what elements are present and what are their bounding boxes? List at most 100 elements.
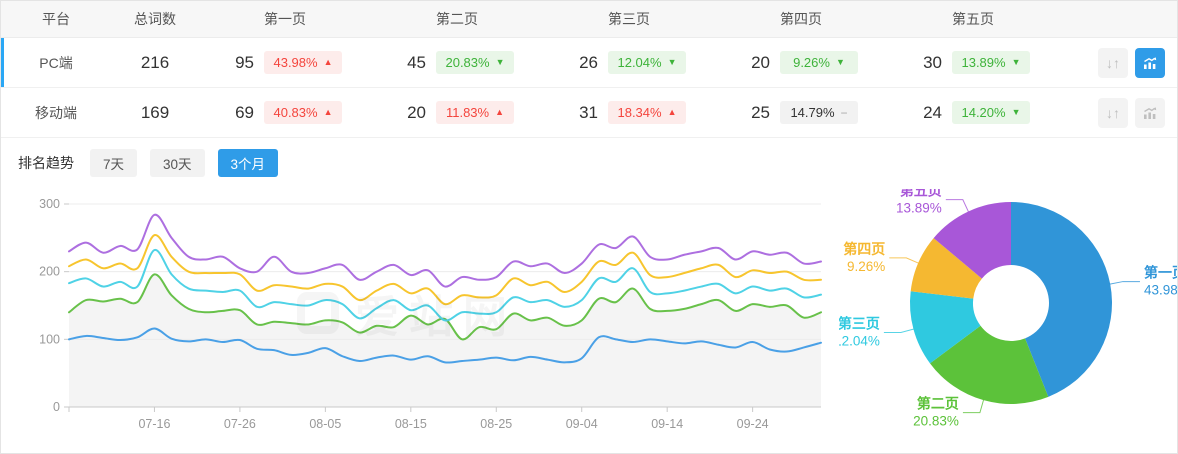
line-series-0[interactable]: [68, 327, 822, 364]
y-tick-label: 200: [39, 265, 60, 279]
page-share-donut-chart[interactable]: 第一页 43.98% 第二页 20.83% 第三页 12.04% 第四页 9.26% 第五页 13…: [839, 189, 1178, 454]
x-tick-label: 08-05: [309, 417, 341, 431]
sort-arrows-icon: ↓↑: [1106, 104, 1120, 121]
change-badge: 43.98% ▲: [264, 51, 342, 74]
page2-cell: 45 20.83% ▼: [371, 51, 543, 74]
page1-cell: 95 43.98% ▲: [199, 51, 371, 74]
range-button-7d[interactable]: 7天: [90, 149, 138, 177]
page-count: 95: [235, 52, 254, 72]
row-actions: ↓↑: [1059, 47, 1177, 78]
total-words-value: 216: [140, 52, 170, 72]
donut-label-name-1: 第二页: [917, 396, 959, 412]
range-button-3m[interactable]: 3个月: [217, 149, 279, 177]
donut-label-name-3: 第四页: [843, 241, 885, 257]
donut-label-pct-2: 12.04%: [839, 334, 880, 349]
page5-cell: 24 14.20% ▼: [887, 101, 1059, 124]
x-tick-label: 07-26: [224, 417, 256, 431]
donut-slice-0[interactable]: [1011, 202, 1112, 397]
col-header-page4: 第四页: [780, 11, 822, 27]
donut-label-pct-3: 9.26%: [847, 259, 885, 274]
label-leader-line: [889, 257, 920, 264]
page4-cell: 20 9.26% ▼: [715, 51, 887, 74]
trend-chart-icon: [1144, 56, 1157, 69]
y-tick-label: 300: [39, 197, 60, 211]
trend-chart-button[interactable]: [1135, 47, 1165, 78]
page3-cell: 26 12.04% ▼: [543, 51, 715, 74]
rank-trend-line-chart[interactable]: 0 100 200 300 07-16 07-26 08-05 08-15 08-25 09-04…: [27, 193, 833, 454]
platform-label: 移动端: [35, 104, 77, 121]
sort-button[interactable]: ↓↑: [1098, 47, 1128, 78]
label-leader-line: [945, 199, 970, 213]
page5-cell: 30 13.89% ▼: [887, 51, 1059, 74]
trend-chart-icon: [1144, 106, 1157, 119]
change-arrow-icon: −: [840, 105, 848, 120]
donut-slice-1[interactable]: [930, 325, 1049, 404]
label-leader-line: [1109, 281, 1140, 285]
change-arrow-icon: ▼: [1011, 57, 1021, 67]
change-arrow-icon: ▲: [323, 57, 333, 67]
trend-title: 排名趋势: [18, 155, 74, 171]
trend-toolbar: 排名趋势 7天 30天 3个月: [1, 138, 1177, 188]
sort-arrows-icon: ↓↑: [1106, 54, 1120, 71]
line-series-2[interactable]: [68, 249, 822, 322]
change-badge: 18.34% ▲: [608, 101, 686, 124]
change-badge: 14.79% −: [780, 101, 858, 124]
change-arrow-icon: ▼: [1011, 107, 1021, 117]
label-leader-line: [962, 399, 985, 414]
page-count: 30: [923, 52, 942, 72]
series-area-fill: [69, 274, 821, 407]
page-count: 24: [923, 102, 942, 122]
change-badge: 12.04% ▼: [608, 51, 686, 74]
y-tick-label: 100: [39, 332, 60, 346]
donut-slice-4[interactable]: [933, 202, 1011, 279]
x-tick-label: 07-16: [138, 417, 170, 431]
change-arrow-icon: ▼: [495, 57, 505, 67]
label-leader-line: [883, 328, 915, 334]
sort-button[interactable]: ↓↑: [1098, 97, 1128, 128]
donut-label-pct-4: 13.89%: [896, 201, 942, 216]
col-header-total-words: 总词数: [134, 11, 176, 27]
page1-cell: 69 40.83% ▲: [199, 101, 371, 124]
page2-cell: 20 11.83% ▲: [371, 101, 543, 124]
change-badge: 14.20% ▼: [952, 101, 1030, 124]
change-badge: 40.83% ▲: [264, 101, 342, 124]
col-header-page5: 第五页: [952, 11, 994, 27]
page-count: 20: [407, 102, 426, 122]
change-badge: 13.89% ▼: [952, 51, 1030, 74]
change-arrow-icon: ▲: [667, 107, 677, 117]
change-arrow-icon: ▲: [323, 107, 333, 117]
y-tick-label: 0: [53, 400, 60, 414]
page4-cell: 25 14.79% −: [715, 101, 887, 124]
page-count: 69: [235, 102, 254, 122]
donut-label-name-0: 第一页: [1144, 265, 1178, 281]
col-header-page2: 第二页: [436, 11, 478, 27]
col-header-platform: 平台: [42, 11, 70, 27]
change-badge: 11.83% ▲: [436, 101, 514, 124]
line-series-3[interactable]: [68, 234, 822, 306]
col-header-page3: 第三页: [608, 11, 650, 27]
x-tick-label: 09-14: [651, 417, 683, 431]
donut-label-name-2: 第三页: [839, 316, 880, 332]
table-row-pc[interactable]: PC端 216 95 43.98% ▲ 45 20.83% ▼ 26 12.04% ▼…: [1, 38, 1177, 88]
page-count: 45: [407, 52, 426, 72]
donut-slice-2[interactable]: [910, 291, 981, 364]
x-tick-label: 08-15: [395, 417, 427, 431]
x-tick-label: 09-04: [566, 417, 598, 431]
total-words-value: 169: [140, 102, 170, 122]
donut-slice-3[interactable]: [910, 238, 982, 299]
page-count: 25: [751, 102, 770, 122]
page-count: 26: [579, 52, 598, 72]
charts-area: 0 100 200 300 07-16 07-26 08-05 08-15 08-25 09-04…: [1, 189, 1177, 453]
x-tick-label: 09-24: [737, 417, 769, 431]
table-row-mobile[interactable]: 移动端 169 69 40.83% ▲ 20 11.83% ▲ 31 18.34% ▲…: [1, 88, 1177, 138]
platform-label: PC端: [39, 54, 73, 71]
col-header-page1: 第一页: [264, 11, 306, 27]
page-count: 31: [579, 102, 598, 122]
trend-chart-button[interactable]: [1135, 97, 1165, 128]
row-actions: ↓↑: [1059, 97, 1177, 128]
range-button-30d[interactable]: 30天: [150, 149, 205, 177]
change-arrow-icon: ▼: [667, 57, 677, 67]
line-series-4[interactable]: [68, 213, 822, 288]
line-series-1[interactable]: [68, 273, 822, 341]
